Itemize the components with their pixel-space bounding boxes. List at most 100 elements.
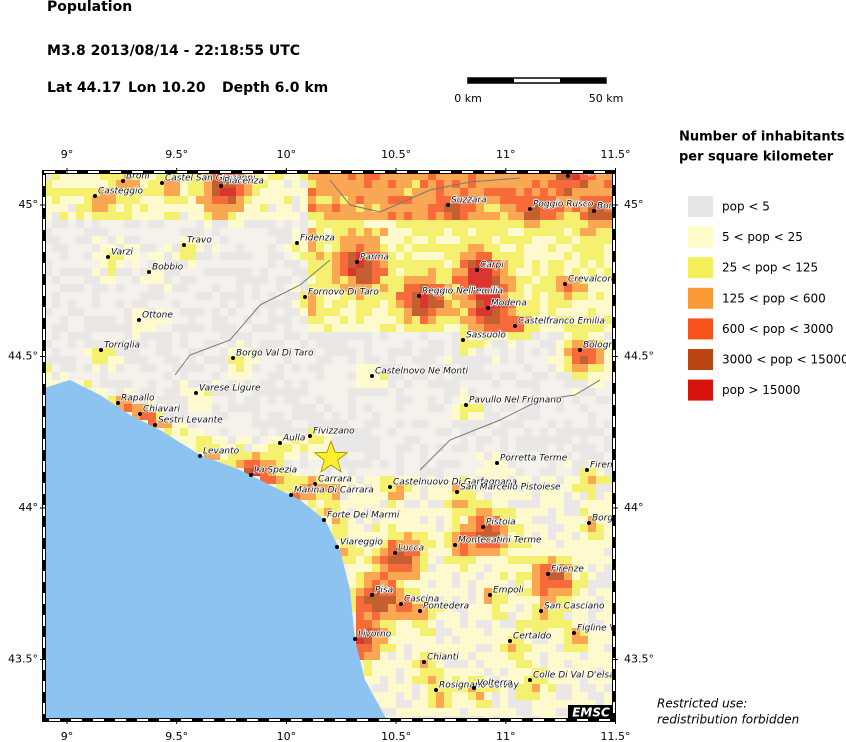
pop-cell (580, 316, 588, 324)
pop-cell (172, 180, 180, 188)
pop-cell (348, 444, 356, 452)
pop-cell (404, 308, 412, 316)
pop-cell (380, 708, 388, 716)
pop-cell (516, 564, 524, 572)
pop-cell (276, 228, 284, 236)
pop-cell (116, 268, 124, 276)
pop-cell (404, 708, 412, 716)
pop-cell (452, 284, 460, 292)
pop-cell (116, 340, 124, 348)
pop-cell (228, 268, 236, 276)
pop-cell (364, 292, 372, 300)
pop-cell (108, 324, 116, 332)
pop-cell (244, 396, 252, 404)
pop-cell (580, 332, 588, 340)
pop-cell (532, 596, 540, 604)
pop-cell (276, 276, 284, 284)
pop-cell (316, 428, 324, 436)
pop-cell (380, 228, 388, 236)
pop-cell (372, 412, 380, 420)
pop-cell (564, 212, 572, 220)
pop-cell (412, 652, 420, 660)
pop-cell (468, 700, 476, 708)
pop-cell (564, 588, 572, 596)
pop-cell (532, 332, 540, 340)
pop-cell (308, 412, 316, 420)
pop-cell (348, 524, 356, 532)
pop-cell (268, 324, 276, 332)
pop-cell (348, 324, 356, 332)
pop-cell (228, 332, 236, 340)
pop-cell (452, 628, 460, 636)
pop-cell (132, 324, 140, 332)
pop-cell (108, 276, 116, 284)
pop-cell (388, 196, 396, 204)
pop-cell (436, 564, 444, 572)
pop-cell (548, 180, 556, 188)
pop-cell (252, 364, 260, 372)
lon-label: 11° (496, 148, 516, 161)
pop-cell (332, 260, 340, 268)
pop-cell (412, 436, 420, 444)
pop-cell (180, 372, 188, 380)
pop-cell (548, 548, 556, 556)
pop-cell (468, 516, 476, 524)
pop-cell (236, 372, 244, 380)
pop-cell (396, 180, 404, 188)
pop-cell (556, 428, 564, 436)
pop-cell (404, 252, 412, 260)
pop-cell (260, 324, 268, 332)
pop-cell (348, 220, 356, 228)
pop-cell (412, 372, 420, 380)
pop-cell (588, 196, 596, 204)
pop-cell (492, 700, 500, 708)
pop-cell (364, 220, 372, 228)
pop-cell (516, 380, 524, 388)
pop-cell (476, 228, 484, 236)
pop-cell (444, 380, 452, 388)
pop-cell (116, 380, 124, 388)
pop-cell (308, 444, 316, 452)
pop-cell (588, 540, 596, 548)
pop-cell (596, 572, 604, 580)
pop-cell (364, 492, 372, 500)
pop-cell (84, 188, 92, 196)
pop-cell (580, 196, 588, 204)
pop-cell (372, 388, 380, 396)
pop-cell (84, 380, 92, 388)
pop-cell (380, 308, 388, 316)
pop-cell (524, 532, 532, 540)
pop-cell (292, 332, 300, 340)
lat-label: 44° (19, 501, 39, 514)
pop-cell (268, 388, 276, 396)
pop-cell (588, 612, 596, 620)
pop-cell (564, 652, 572, 660)
pop-cell (460, 276, 468, 284)
legend-label: 3000 < pop < 15000 (722, 353, 846, 367)
pop-cell (236, 292, 244, 300)
pop-cell (396, 532, 404, 540)
pop-cell (228, 388, 236, 396)
pop-cell (452, 500, 460, 508)
pop-cell (596, 516, 604, 524)
pop-cell (404, 484, 412, 492)
pop-cell (580, 172, 588, 180)
legend-label: 5 < pop < 25 (722, 230, 803, 244)
pop-cell (484, 276, 492, 284)
pop-cell (180, 188, 188, 196)
pop-cell (516, 644, 524, 652)
pop-cell (556, 604, 564, 612)
pop-cell (364, 252, 372, 260)
pop-cell (580, 292, 588, 300)
pop-cell (500, 596, 508, 604)
pop-cell (524, 700, 532, 708)
pop-cell (580, 596, 588, 604)
pop-cell (372, 524, 380, 532)
pop-cell (300, 428, 308, 436)
pop-cell (524, 492, 532, 500)
pop-cell (564, 540, 572, 548)
pop-cell (348, 292, 356, 300)
pop-cell (556, 628, 564, 636)
pop-cell (468, 628, 476, 636)
pop-cell (532, 508, 540, 516)
